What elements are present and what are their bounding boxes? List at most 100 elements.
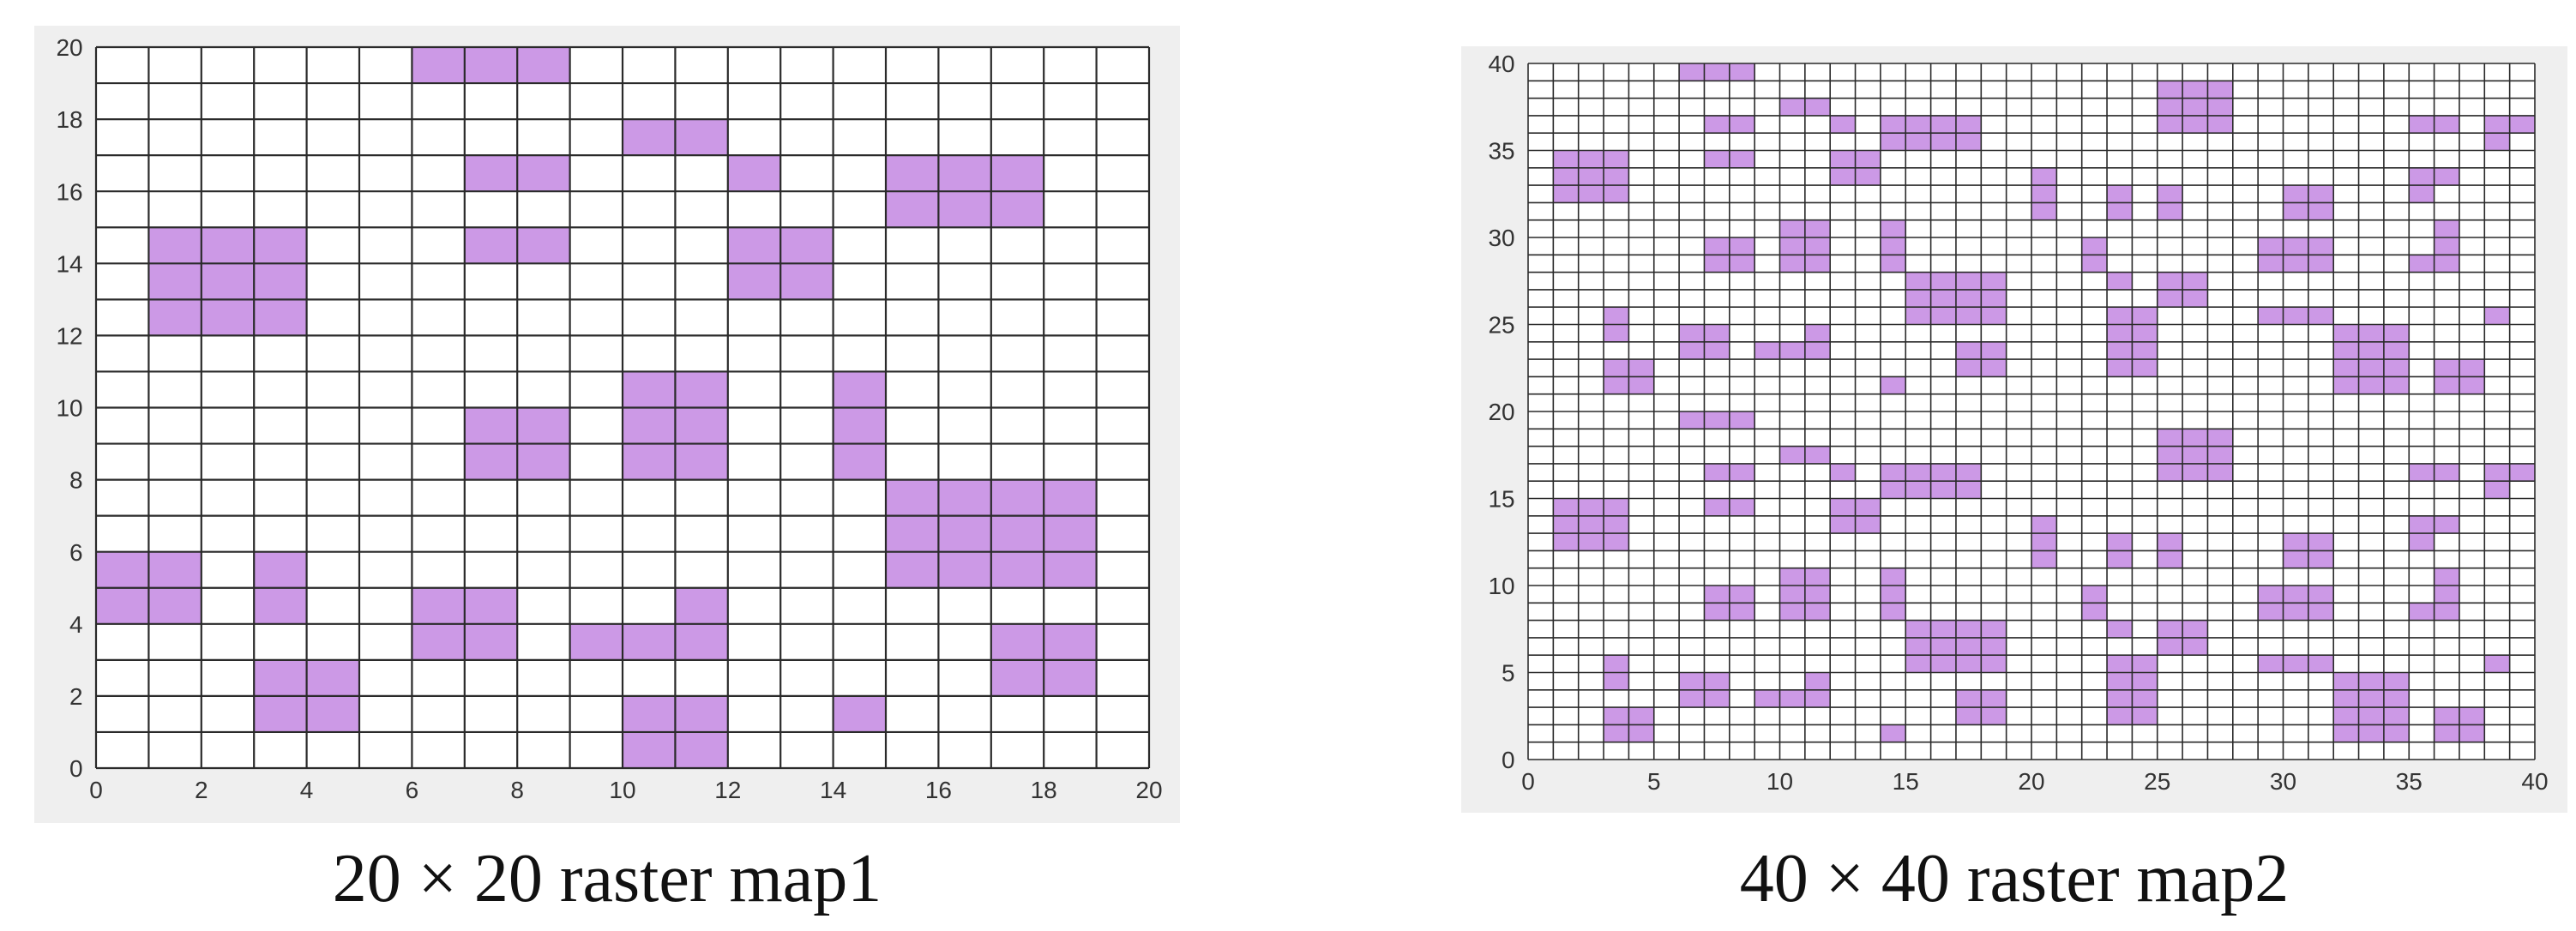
map2-obstacle-cell [2409, 533, 2435, 551]
map2-obstacle-cell [2031, 533, 2057, 551]
map2-obstacle-cell [1930, 655, 1956, 673]
map1-obstacle-cell [148, 227, 202, 264]
map1-obstacle-cell [254, 551, 307, 588]
map2-obstacle-cell [2081, 237, 2108, 255]
map1-obstacle-cell [886, 479, 939, 516]
map2-obstacle-cell [2182, 115, 2208, 134]
map1-obstacle-cell [675, 119, 728, 156]
map2-obstacle-cell [2434, 463, 2459, 482]
map2-obstacle-cell [1830, 115, 1856, 134]
map1-obstacle-cell [148, 263, 202, 300]
map2-obstacle-cell [1804, 446, 1831, 464]
map2-y-tick-label: 15 [1488, 486, 1514, 513]
map2-obstacle-cell [1604, 376, 1629, 394]
map2-obstacle-cell [1930, 481, 1956, 499]
map2-obstacle-cell [2157, 429, 2183, 447]
map2-obstacle-cell [2333, 672, 2359, 690]
map2-obstacle-cell [1981, 689, 2007, 708]
map2-obstacle-cell [2333, 724, 2359, 742]
map2-obstacle-cell [1804, 568, 1831, 586]
map2-obstacle-cell [2132, 341, 2158, 360]
map2-obstacle-cell [1604, 515, 1629, 534]
map2-obstacle-cell [2409, 255, 2435, 273]
map2-obstacle-cell [2157, 98, 2183, 116]
map2-x-tick-label: 5 [1647, 768, 1661, 795]
map1-obstacle-cell [780, 263, 834, 300]
map1-obstacle-cell [148, 299, 202, 336]
map2-obstacle-cell [2182, 289, 2208, 308]
map2-obstacle-cell [2333, 707, 2359, 725]
map2-obstacle-cell [2308, 185, 2334, 203]
map2-obstacle-cell [2031, 515, 2057, 534]
map2-obstacle-cell [1729, 411, 1755, 429]
map2-obstacle-cell [2207, 81, 2233, 99]
map2-obstacle-cell [2258, 586, 2284, 604]
map1-obstacle-cell [306, 695, 359, 732]
map2-obstacle-cell [2132, 689, 2158, 708]
map1-x-tick-label: 18 [1031, 777, 1057, 803]
map2-obstacle-cell [2107, 202, 2133, 220]
map2-obstacle-cell [2207, 115, 2233, 134]
map2-obstacle-cell [2081, 603, 2108, 621]
map1-caption: 20 × 20 raster map1 [332, 841, 882, 916]
map1-obstacle-cell [254, 299, 307, 336]
map1-obstacle-cell [623, 623, 676, 660]
map2-obstacle-cell [1779, 237, 1805, 255]
map2-obstacle-cell [1880, 463, 1906, 482]
map2-obstacle-cell [1779, 689, 1805, 708]
map2-obstacle-cell [2157, 185, 2183, 203]
map2-obstacle-cell [1955, 689, 1982, 708]
map2-obstacle-cell [1981, 272, 2007, 290]
map2-obstacle-cell [1679, 63, 1705, 81]
map1-obstacle-cell [464, 407, 518, 444]
map1-obstacle-cell [990, 551, 1044, 588]
map2-obstacle-cell [1704, 689, 1730, 708]
map2-obstacle-cell [2409, 515, 2435, 534]
map2-obstacle-cell [1955, 307, 1982, 325]
map1-obstacle-cell [623, 371, 676, 408]
map2-obstacle-cell [2182, 98, 2208, 116]
map2-obstacle-cell [1804, 689, 1831, 708]
map2-obstacle-cell [1981, 707, 2007, 725]
map2-obstacle-cell [2107, 359, 2133, 377]
map2-obstacle-cell [2409, 603, 2435, 621]
map2-obstacle-cell [2132, 707, 2158, 725]
map2-obstacle-cell [1905, 307, 1931, 325]
map2-obstacle-cell [2107, 550, 2133, 568]
map1-obstacle-cell [1044, 479, 1097, 516]
map2-obstacle-cell [2434, 167, 2459, 186]
map1-obstacle-cell [833, 407, 886, 444]
map1-obstacle-cell [464, 227, 518, 264]
map1-obstacle-cell [464, 587, 518, 624]
map2-obstacle-cell [1628, 376, 1654, 394]
map1-obstacle-cell [1044, 623, 1097, 660]
map2-obstacle-cell [1855, 150, 1881, 168]
map1-obstacle-cell [780, 227, 834, 264]
map2-obstacle-cell [2434, 376, 2459, 394]
map2-obstacle-cell [2434, 219, 2459, 237]
map2-y-tick-label: 20 [1488, 399, 1514, 425]
map2-obstacle-cell [2157, 463, 2183, 482]
map2-obstacle-cell [1578, 533, 1604, 551]
map2-obstacle-cell [2308, 237, 2334, 255]
map1-obstacle-cell [675, 731, 728, 768]
map2-obstacle-cell [1981, 289, 2007, 308]
map2-obstacle-cell [1628, 359, 1654, 377]
map2-obstacle-cell [1981, 637, 2007, 656]
map2-obstacle-cell [2333, 376, 2359, 394]
map2-obstacle-cell [2283, 655, 2308, 673]
map2-obstacle-cell [2434, 603, 2459, 621]
map1-obstacle-cell [990, 191, 1044, 228]
map2-obstacle-cell [1830, 515, 1856, 534]
map1-obstacle-cell [623, 407, 676, 444]
map1-obstacle-cell [938, 551, 991, 588]
map1-obstacle-cell [886, 551, 939, 588]
map2-obstacle-cell [2308, 307, 2334, 325]
map2-obstacle-cell [1578, 515, 1604, 534]
map1-x-tick-label: 8 [510, 777, 524, 803]
map1-obstacle-cell [623, 731, 676, 768]
map2-obstacle-cell [2107, 620, 2133, 638]
map2-obstacle-cell [1628, 724, 1654, 742]
map2-obstacle-cell [1578, 150, 1604, 168]
map2-y-tick-label: 10 [1488, 573, 1514, 599]
